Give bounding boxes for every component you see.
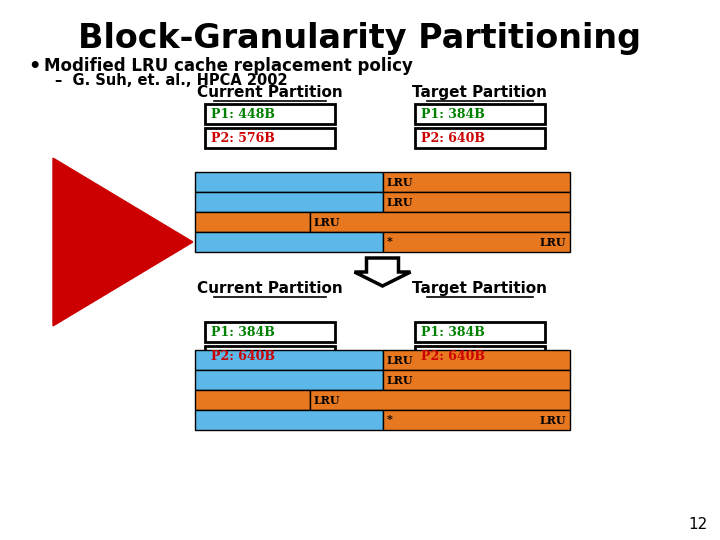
Text: P1: 384B: P1: 384B [421,326,485,339]
Text: P1: 384B: P1: 384B [421,107,485,120]
Bar [205,104,335,124]
Bar [383,370,570,390]
Text: •: • [28,57,40,76]
Bar [383,192,570,212]
Text: Block-Granularity Partitioning: Block-Granularity Partitioning [78,22,642,55]
Bar [310,390,570,410]
Bar [195,232,383,252]
Text: P2 Miss: P2 Miss [80,234,145,249]
Bar [415,104,545,124]
Text: Target Partition: Target Partition [413,85,547,100]
Text: Current Partition: Current Partition [197,281,343,296]
Text: P2: 640B: P2: 640B [421,349,485,362]
Text: LRU: LRU [387,177,413,187]
Bar [383,232,570,252]
Text: P2: 576B: P2: 576B [211,132,275,145]
Text: *: * [387,415,393,426]
Text: P2: 640B: P2: 640B [421,132,485,145]
Polygon shape [354,258,410,286]
Text: P2: 640B: P2: 640B [211,349,275,362]
Bar [310,212,570,232]
Text: LRU: LRU [314,395,341,406]
Bar [195,370,383,390]
Bar [195,212,310,232]
Text: Target Partition: Target Partition [413,281,547,296]
Text: LRU: LRU [314,217,341,227]
Bar [383,350,570,370]
Bar [205,346,335,366]
Text: LRU: LRU [539,237,566,247]
Bar [415,346,545,366]
Bar [195,350,383,370]
Bar [195,192,383,212]
Bar [383,172,570,192]
Bar [195,410,383,430]
Bar [195,390,310,410]
Text: LRU: LRU [387,197,413,207]
Bar [415,322,545,342]
Bar [383,410,570,430]
Text: P1: 384B: P1: 384B [211,326,275,339]
Text: LRU: LRU [387,354,413,366]
Text: LRU: LRU [539,415,566,426]
Text: Current Partition: Current Partition [197,85,343,100]
Text: *: * [387,237,393,247]
Text: P1: 448B: P1: 448B [211,107,275,120]
Bar [195,172,383,192]
Text: 12: 12 [689,517,708,532]
Text: –  G. Suh, et. al., HPCA 2002: – G. Suh, et. al., HPCA 2002 [55,73,287,88]
Bar [205,128,335,148]
Bar [205,322,335,342]
Text: Modified LRU cache replacement policy: Modified LRU cache replacement policy [44,57,413,75]
Bar [415,128,545,148]
Text: LRU: LRU [387,375,413,386]
